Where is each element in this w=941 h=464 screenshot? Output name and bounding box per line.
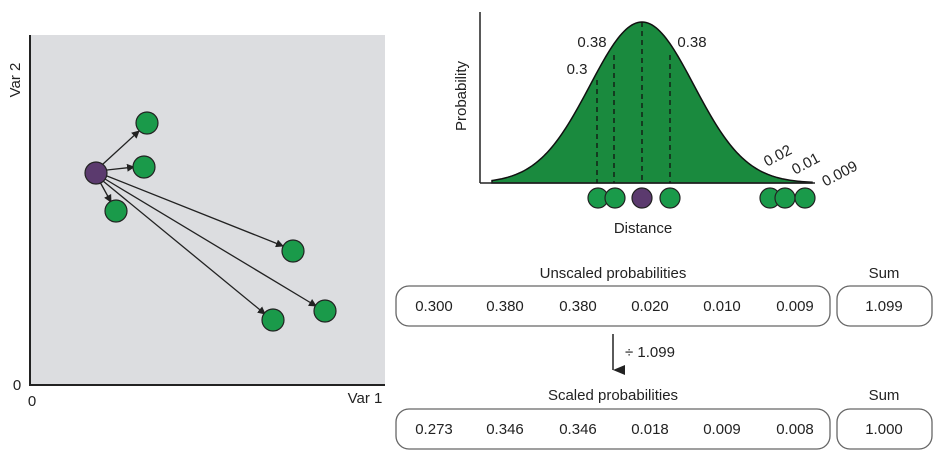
neighbor-point-2 — [132, 155, 156, 179]
unscaled-title: Unscaled probabilities — [540, 265, 687, 282]
curve-annotation-2: 0.3 — [567, 61, 588, 78]
scatter-x-origin-label: 0 — [28, 393, 36, 410]
gaussian-dashed-lines — [596, 22, 671, 183]
scatter-background — [30, 35, 385, 385]
arrow-to-neighbor-2 — [106, 163, 135, 172]
curve-annotation-6: 0.009 — [819, 158, 860, 191]
distance-points — [587, 187, 816, 209]
neighbor-point-4 — [281, 239, 305, 263]
scaled-value-4: 0.018 — [631, 421, 669, 438]
scaled-value-6: 0.008 — [776, 421, 814, 438]
scatter-neighbors — [104, 111, 337, 332]
neighbor-point-6 — [261, 308, 285, 332]
scaled-sum-value: 1.000 — [865, 421, 903, 438]
scatter-y-origin-label: 0 — [13, 377, 21, 394]
arrow-to-neighbor-1 — [102, 130, 140, 165]
scatter-x-axis-label: Var 1 — [348, 390, 383, 407]
scaled-value-3: 0.346 — [559, 421, 597, 438]
unscaled-value-4: 0.020 — [631, 298, 669, 315]
division-label: ÷ 1.099 — [625, 344, 675, 361]
unscaled-value-3: 0.380 — [559, 298, 597, 315]
distance-point-3 — [659, 187, 681, 209]
unscaled-values-box — [395, 285, 831, 327]
probability-tables: Unscaled probabilities Sum 0.300 0.380 0.3… — [395, 265, 933, 450]
neighbor-point-1 — [135, 111, 159, 135]
scaled-sum-box — [836, 408, 933, 450]
curve-annotation-3: 0.38 — [677, 34, 706, 51]
probability-axis-label: Probability — [453, 60, 470, 131]
scatter-panel: Var 2 Var 1 0 0 — [7, 35, 385, 410]
gaussian-curve — [491, 21, 813, 184]
distance-point-reference — [631, 187, 653, 209]
neighbor-point-3 — [104, 199, 128, 223]
arrow-to-neighbor-4 — [106, 175, 284, 248]
unscaled-values: 0.300 0.380 0.380 0.020 0.010 0.009 — [415, 298, 814, 315]
unscaled-value-1: 0.300 — [415, 298, 453, 315]
unscaled-value-6: 0.009 — [776, 298, 814, 315]
arrow-to-neighbor-5 — [104, 178, 317, 307]
scaled-value-5: 0.009 — [703, 421, 741, 438]
scaled-values-box — [395, 408, 831, 450]
arrow-to-neighbor-6 — [102, 180, 266, 315]
curve-annotation-1: 0.38 — [577, 34, 606, 51]
scaled-sum-title: Sum — [869, 387, 900, 404]
reference-point — [84, 161, 108, 185]
scaled-value-2: 0.346 — [486, 421, 524, 438]
arrow-to-neighbor-3 — [99, 181, 112, 203]
curve-annotation-5: 0.01 — [789, 150, 823, 179]
scaled-value-1: 0.273 — [415, 421, 453, 438]
scatter-y-axis-label: Var 2 — [7, 63, 24, 98]
unscaled-sum-title: Sum — [869, 265, 900, 282]
unscaled-value-2: 0.380 — [486, 298, 524, 315]
gaussian-panel: Probability Distance 0.38 0.3 0.38 0.02 … — [453, 12, 860, 237]
scatter-arrows — [99, 130, 317, 315]
scaled-values: 0.273 0.346 0.346 0.018 0.009 0.008 — [415, 421, 814, 438]
distance-point-5 — [774, 187, 796, 209]
unscaled-value-5: 0.010 — [703, 298, 741, 315]
distance-axis-label: Distance — [614, 220, 672, 237]
distance-point-2 — [604, 187, 626, 209]
unscaled-sum-box — [836, 285, 933, 327]
unscaled-sum-value: 1.099 — [865, 298, 903, 315]
scaled-title: Scaled probabilities — [548, 387, 678, 404]
neighbor-point-5 — [313, 299, 337, 323]
distance-point-6 — [794, 187, 816, 209]
